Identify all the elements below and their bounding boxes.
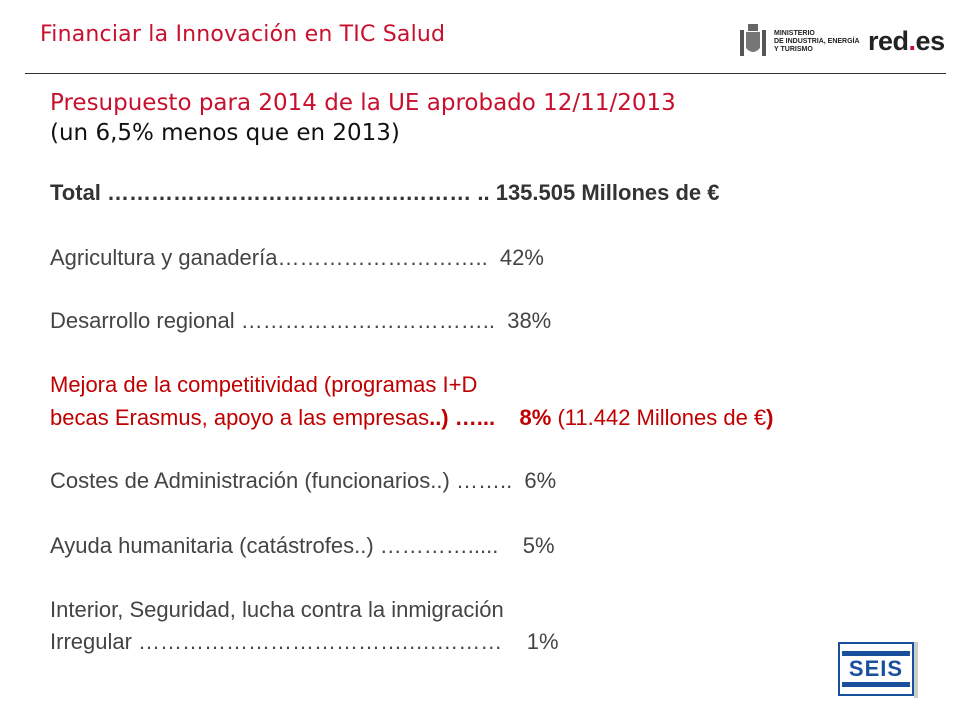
header-divider (25, 73, 946, 74)
seis-logo-band-top (842, 651, 910, 656)
item-interior-line2: Irregular ……………………………….….……… 1% (50, 629, 559, 654)
item-ayuda-humanitaria: Ayuda humanitaria (catástrofes..) …………..… (50, 533, 555, 558)
coat-of-arms-icon (740, 24, 766, 56)
budget-heading-note: (un 6,5% menos que en 2013) (50, 120, 400, 146)
ministry-logo: MINISTERIO DE INDUSTRIA, ENERGÍA Y TURIS… (738, 18, 878, 66)
item-costes-administracion: Costes de Administración (funcionarios..… (50, 468, 557, 493)
redes-logo: red.es (868, 26, 945, 56)
item-mejora-line1: Mejora de la competitividad (programas I… (50, 372, 478, 397)
seis-logo-band-bottom (842, 682, 910, 687)
header-title: Financiar la Innovación en TIC Salud (40, 22, 446, 47)
item-mejora-line2: becas Erasmus, apoyo a las empresas..) …… (50, 405, 774, 430)
seis-logo-text: SEIS (848, 656, 904, 681)
ministry-logo-text: MINISTERIO DE INDUSTRIA, ENERGÍA Y TURIS… (774, 30, 860, 53)
budget-heading-title: Presupuesto para 2014 de la UE aprobado … (50, 90, 676, 116)
seis-logo-shadow (914, 642, 918, 698)
seis-logo: SEIS (838, 642, 914, 696)
item-agricultura: Agricultura y ganadería……………………….. 42% (50, 245, 544, 270)
budget-heading: Presupuesto para 2014 de la UE aprobado … (50, 88, 676, 148)
item-desarrollo-regional: Desarrollo regional …………………………….. 38% (50, 308, 552, 333)
item-interior-line1: Interior, Seguridad, lucha contra la inm… (50, 597, 504, 622)
budget-total: Total …………………………….…….……… .. 135.505 Mill… (50, 180, 720, 205)
